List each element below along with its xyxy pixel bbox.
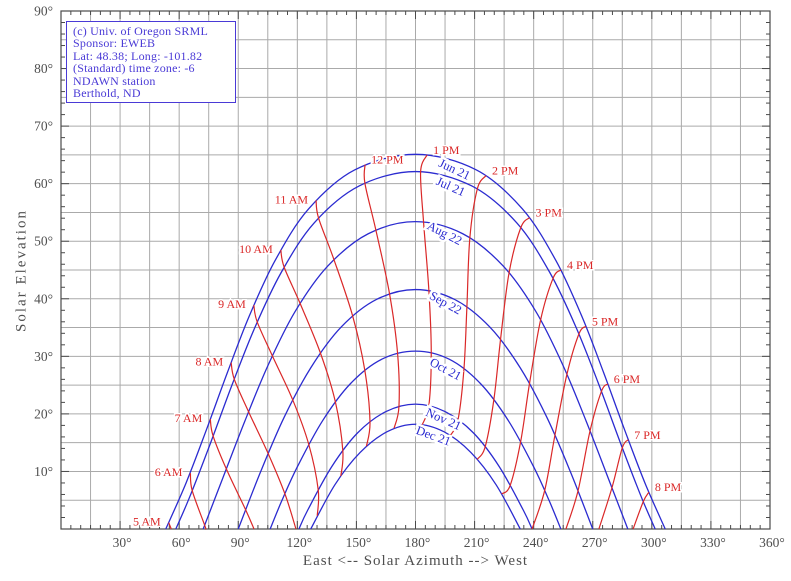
x-tick-label: 330°: [700, 535, 726, 550]
x-axis-title: East <-- Solar Azimuth --> West: [302, 553, 529, 569]
hour-label-5-pm: 5 PM: [592, 314, 619, 328]
hour-line-5-pm: [531, 325, 587, 530]
hour-label-2-pm: 2 PM: [492, 164, 519, 178]
hour-label-12-pm: 12 PM: [371, 153, 404, 167]
hour-line-2-pm: [450, 175, 487, 436]
hour-line-6-pm: [565, 383, 609, 530]
x-tick-label: 90°: [231, 535, 250, 550]
x-tick-label: 30°: [113, 535, 132, 550]
hour-line-9-am: [253, 304, 320, 516]
hour-line-6-am: [189, 473, 207, 530]
info-line-copyright: (c) Univ. of Oregon SRML: [73, 24, 209, 38]
hour-line-1-pm: [419, 154, 432, 426]
hour-line-4-pm: [501, 269, 562, 495]
x-tick-label: 120°: [287, 535, 313, 550]
x-tick-label: 60°: [172, 535, 191, 550]
x-tick-label: 240°: [523, 535, 549, 550]
hour-label-7-pm: 7 PM: [634, 428, 661, 442]
hour-label-3-pm: 3 PM: [536, 206, 563, 220]
info-line-latlong: Lat: 48.38; Long: -101.82: [73, 48, 203, 63]
hour-label-7-am: 7 AM: [175, 411, 203, 425]
hour-label-11-am: 11 AM: [275, 192, 309, 206]
date-curve-dec-21: [310, 423, 521, 530]
y-tick-labels: 10° 20° 30° 40° 50° 60° 70° 80° 90°: [34, 4, 53, 479]
hour-line-8-pm: [632, 491, 650, 530]
info-line-timezone: (Standard) time zone: -6: [73, 61, 195, 76]
info-line-location: Berthold, ND: [73, 86, 141, 101]
date-label-sep-22: Sep 22: [427, 289, 464, 318]
date-label-oct-21: Oct 21: [427, 355, 463, 383]
date-curve-aug-22: [202, 221, 629, 530]
date-curve-sep-22: [237, 288, 594, 530]
y-tick-label: 80°: [34, 61, 53, 76]
x-tick-label: 150°: [346, 535, 372, 550]
hour-label-9-am: 9 AM: [218, 297, 246, 311]
date-curve-nov-21: [298, 403, 533, 530]
date-curves: [165, 153, 666, 530]
hour-line-12-pm: [363, 164, 400, 429]
hour-label-8-am: 8 AM: [195, 355, 223, 369]
hour-label-1-pm: 1 PM: [433, 143, 460, 157]
axis-ticks: [61, 11, 770, 529]
y-tick-label: 10°: [34, 464, 53, 479]
hour-line-11-am: [315, 200, 371, 447]
hour-label-5-am: 5 AM: [133, 515, 161, 529]
hour-line-5-am: [168, 522, 172, 530]
x-tick-label: 270°: [582, 535, 608, 550]
y-tick-label: 50°: [34, 234, 53, 249]
grid-lines: [61, 11, 770, 529]
hour-line-7-pm: [598, 439, 629, 530]
hour-label-6-am: 6 AM: [155, 465, 183, 479]
hour-label-6-pm: 6 PM: [614, 372, 641, 386]
info-line-network: NDAWN station: [73, 73, 156, 88]
hour-line-8-am: [230, 362, 297, 530]
y-tick-label: 90°: [34, 4, 53, 19]
hour-line-labels: 5 AM 6 AM 7 AM 8 AM 9 AM 10 AM 11 AM 12 PM 1 PM 2…: [132, 141, 684, 530]
info-line-sponsor: Sponsor: EWEB: [73, 36, 156, 51]
hour-lines: [168, 154, 650, 530]
hour-label-10-am: 10 AM: [239, 242, 273, 256]
x-tick-label: 360°: [759, 535, 785, 550]
y-tick-label: 60°: [34, 176, 53, 191]
hour-line-7-am: [209, 418, 255, 530]
date-curve-jun-21: [165, 153, 666, 530]
plot-frame: [60, 10, 771, 530]
date-curve-jul-21: [175, 170, 656, 530]
hour-line-10-am: [280, 249, 344, 477]
x-tick-label: 300°: [641, 535, 667, 550]
hour-label-8-pm: 8 PM: [655, 480, 682, 494]
hour-line-3-pm: [476, 217, 530, 460]
y-axis-title: Solar Elevation: [13, 209, 30, 332]
x-tick-label: 210°: [464, 535, 490, 550]
x-tick-label: 180°: [405, 535, 431, 550]
x-tick-labels: 30° 60° 90° 120° 150° 180° 210° 240° 270° 300° 330…: [113, 535, 785, 550]
y-tick-label: 70°: [34, 119, 53, 134]
y-tick-label: 30°: [34, 349, 53, 364]
hour-label-4-pm: 4 PM: [567, 258, 594, 272]
y-tick-label: 40°: [34, 291, 53, 306]
y-tick-label: 20°: [34, 406, 53, 421]
station-info-box: (c) Univ. of Oregon SRML Sponsor: EWEB L…: [66, 21, 236, 104]
date-curve-oct-21: [269, 350, 562, 530]
